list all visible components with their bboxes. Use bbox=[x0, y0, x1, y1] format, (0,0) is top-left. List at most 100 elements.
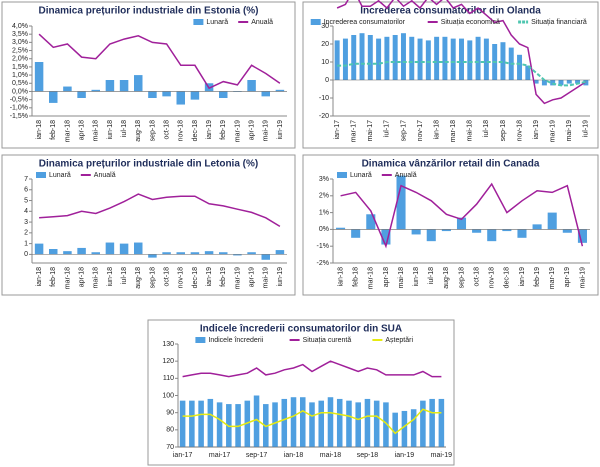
x-tick-label: ian-19 bbox=[206, 267, 213, 287]
x-tick-label: nov-18 bbox=[178, 267, 185, 289]
bar bbox=[425, 40, 431, 80]
bar bbox=[198, 400, 204, 447]
bar bbox=[517, 54, 523, 80]
bar bbox=[384, 36, 390, 80]
line-series bbox=[38, 33, 281, 90]
bar bbox=[355, 402, 361, 447]
y-tick-label: 3,0% bbox=[12, 39, 28, 46]
legend-label: Increderea consumatorilor bbox=[324, 19, 406, 26]
x-tick-label: mar-17 bbox=[351, 120, 358, 142]
y-tick-label: 7 bbox=[24, 176, 28, 183]
bar bbox=[409, 36, 415, 80]
x-tick-label: ian-19 bbox=[519, 267, 526, 287]
y-tick-label: 1 bbox=[24, 240, 28, 247]
y-tick-label: 90 bbox=[166, 410, 174, 417]
panel-frame bbox=[1, 1, 296, 149]
x-tick-label: ian-18 bbox=[36, 120, 43, 140]
x-tick-label: mai-19 bbox=[566, 120, 573, 142]
panel-frame bbox=[1, 154, 296, 296]
y-tick-label: 1,5% bbox=[12, 64, 28, 71]
x-tick-label: aug-18 bbox=[443, 267, 450, 289]
x-tick-label: sep-17 bbox=[400, 120, 407, 142]
x-tick-label: feb-19 bbox=[220, 120, 227, 140]
bar bbox=[420, 400, 426, 447]
x-tick-label: mai-18 bbox=[93, 120, 100, 142]
x-tick-label: mar-19 bbox=[234, 267, 241, 289]
bar bbox=[517, 229, 527, 238]
legend-swatch bbox=[337, 172, 347, 178]
y-tick-label: 30 bbox=[321, 23, 329, 30]
legend-swatch bbox=[195, 337, 206, 343]
bar bbox=[438, 398, 445, 447]
bar bbox=[456, 217, 467, 230]
bar bbox=[244, 400, 251, 447]
bar bbox=[176, 252, 185, 255]
bar bbox=[367, 35, 373, 80]
chart-panel: Dinamica prețurilor industriale din Esto… bbox=[1, 1, 296, 149]
bar bbox=[119, 243, 129, 255]
bar bbox=[575, 80, 581, 84]
legend-swatch bbox=[310, 19, 321, 25]
y-tick-label: 0,0% bbox=[12, 88, 28, 95]
chart-title: Dinamica prețurilor industriale din Leto… bbox=[39, 159, 258, 170]
legend-label: Situația financiară bbox=[531, 19, 587, 26]
bar bbox=[309, 402, 315, 447]
x-tick-label: sep-18 bbox=[357, 452, 379, 459]
x-tick-label: nov-18 bbox=[178, 120, 185, 142]
bar bbox=[148, 254, 157, 258]
x-tick-label: ian-19 bbox=[395, 452, 415, 459]
bar bbox=[91, 252, 100, 255]
bar bbox=[410, 409, 417, 447]
x-tick-label: mai-19 bbox=[263, 267, 270, 289]
bar bbox=[487, 229, 497, 242]
bar bbox=[400, 33, 406, 80]
x-tick-label: sep-18 bbox=[149, 267, 156, 289]
chart-panel: Dinamica vânzărilor retail din Canada -2%… bbox=[302, 154, 599, 296]
x-tick-label: iun-19 bbox=[277, 267, 284, 287]
chart-title: Dinamica prețurilor industriale din Esto… bbox=[38, 6, 258, 17]
x-tick-label: apr-19 bbox=[248, 120, 255, 140]
y-tick-label: 110 bbox=[163, 375, 174, 382]
x-tick-label: dec-18 bbox=[192, 267, 199, 289]
bar bbox=[49, 249, 58, 255]
y-tick-label: 120 bbox=[162, 358, 174, 365]
chart-title: Increderea consumatorilor din Olanda bbox=[360, 6, 541, 17]
x-tick-label: mar-18 bbox=[64, 120, 71, 142]
line-series bbox=[182, 408, 442, 435]
y-tick-label: 1,0% bbox=[12, 72, 28, 79]
bar bbox=[253, 395, 260, 447]
y-tick-label: 20 bbox=[321, 41, 329, 48]
x-tick-label: ian-18 bbox=[284, 452, 304, 459]
bar bbox=[373, 400, 380, 447]
bar bbox=[342, 38, 348, 80]
x-tick-label: nov-18 bbox=[516, 120, 523, 142]
x-tick-label: ian-17 bbox=[173, 452, 193, 459]
y-tick-label: 3% bbox=[319, 176, 329, 183]
bar bbox=[566, 80, 572, 84]
x-tick-label: feb-19 bbox=[534, 267, 541, 287]
bar bbox=[189, 400, 195, 447]
x-tick-label: iul-18 bbox=[121, 120, 128, 137]
bar bbox=[63, 86, 72, 92]
bar bbox=[105, 242, 115, 255]
x-tick-label: iun-18 bbox=[413, 267, 420, 287]
bar bbox=[426, 229, 436, 242]
bar bbox=[483, 38, 489, 80]
bar bbox=[179, 400, 186, 447]
x-tick-label: sep-17 bbox=[246, 452, 268, 459]
x-tick-label: mai-18 bbox=[93, 267, 100, 289]
x-tick-label: mai-18 bbox=[398, 267, 405, 289]
legend-label: Anuală bbox=[94, 172, 116, 179]
bar bbox=[77, 91, 86, 98]
bar bbox=[219, 252, 228, 255]
x-tick-label: mai-19 bbox=[263, 120, 270, 142]
x-tick-label: apr-19 bbox=[248, 267, 255, 287]
bar bbox=[359, 33, 365, 80]
x-tick-label: sep-18 bbox=[458, 267, 465, 289]
y-tick-label: 100 bbox=[162, 392, 174, 399]
bar bbox=[541, 80, 547, 86]
x-tick-label: dec-18 bbox=[192, 120, 199, 142]
chart-panel: Increderea consumatorilor din Olanda -20 -… bbox=[302, 0, 599, 149]
x-tick-label: ian-18 bbox=[36, 267, 43, 287]
bar bbox=[275, 89, 285, 92]
